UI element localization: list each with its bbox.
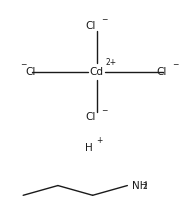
Text: −: − — [101, 15, 107, 24]
Text: 2+: 2+ — [106, 58, 117, 67]
Text: NH: NH — [132, 181, 148, 191]
Text: −: − — [20, 60, 26, 69]
Text: H: H — [85, 143, 93, 153]
Text: 2: 2 — [142, 182, 147, 191]
Text: Cl: Cl — [25, 67, 36, 77]
Text: −: − — [172, 60, 179, 69]
Text: +: + — [96, 136, 102, 145]
Text: −: − — [101, 106, 107, 115]
Text: Cd: Cd — [90, 67, 103, 77]
Text: Cl: Cl — [157, 67, 167, 77]
Text: Cl: Cl — [85, 21, 96, 31]
Text: Cl: Cl — [85, 112, 96, 122]
